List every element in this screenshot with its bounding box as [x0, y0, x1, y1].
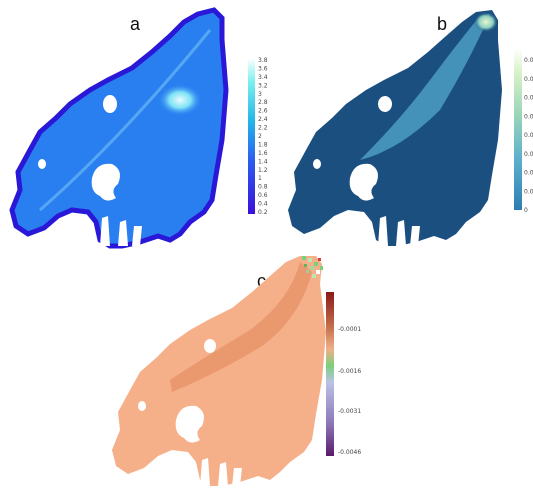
legend-a-tick-label: 2.8	[258, 99, 268, 106]
legend-b-tick-label: 0.0	[524, 188, 533, 195]
map-c-inlets	[200, 458, 242, 486]
map-b-plume	[360, 14, 490, 160]
map-a-bay	[91, 163, 120, 201]
legend-b-tick-label: 0.0	[524, 170, 533, 177]
legend-b-tick-label: 0.0	[524, 57, 533, 64]
legend-a-tick-label: 1.4	[258, 158, 268, 165]
legend-a-tick-label: 0.8	[258, 184, 268, 191]
map-a-hole-1	[103, 95, 117, 113]
legend-a-ticks: 3.83.6 3.43.2 32.8 2.62.4 2.221.8 1.61.4 1.21 0…	[258, 57, 268, 216]
legend-a-tick-label: 0.2	[258, 209, 268, 216]
map-b-hole-1	[378, 96, 392, 112]
map-c-hole-2	[138, 401, 146, 411]
legend-c-bar	[326, 292, 334, 456]
map-c-speckle	[302, 256, 323, 278]
map-a-streak	[39, 29, 212, 212]
legend-a-tick-label: 3.8	[258, 57, 268, 64]
panel-c-label: c	[257, 271, 266, 291]
map-b-hotspot	[474, 12, 498, 32]
map-b-bay	[349, 163, 378, 201]
legend-b-ticks: 0.0 0.0 0.0 0.0 0.0 0.0 0.0 0.0 0	[524, 57, 533, 214]
legend-a-tick-label: 3.4	[258, 74, 268, 81]
legend-c-tick-label: -0.0016	[338, 368, 361, 375]
legend-a-tick-label: 2.2	[258, 125, 268, 132]
legend-c-ticks: -0.0001 -0.0016 -0.0031 -0.0046	[338, 326, 361, 456]
legend-a-tick-label: 3	[258, 91, 262, 98]
legend-b-tick-label: 0.0	[524, 113, 533, 120]
legend-a-tick-label: 0.4	[258, 201, 268, 208]
legend-a-tick-label: 1	[258, 175, 262, 182]
map-a-hole-2	[38, 159, 46, 169]
map-c-bay	[175, 405, 204, 443]
map-a-hotspot	[158, 84, 202, 116]
legend-a: 3.83.6 3.43.2 32.8 2.62.4 2.221.8 1.61.4 1.21 0…	[248, 57, 268, 216]
map-b	[288, 10, 502, 246]
panel-b-label: b	[437, 14, 448, 34]
legend-b-bar	[514, 48, 522, 210]
legend-b-tick-label: 0.0	[524, 132, 533, 139]
legend-a-tick-label: 2	[258, 133, 262, 140]
legend-c-tick-label: -0.0001	[338, 326, 361, 333]
map-c-dark-band	[170, 262, 312, 392]
legend-b-tick-label: 0	[524, 207, 528, 214]
legend-b-tick-label: 0.0	[524, 95, 533, 102]
legend-a-tick-label: 2.6	[258, 108, 268, 115]
map-b-hole-2	[313, 159, 321, 169]
legend-a-tick-label: 3.6	[258, 65, 268, 72]
legend-a-tick-label: 1.8	[258, 141, 268, 148]
panel-a-label: a	[130, 14, 141, 34]
legend-c: -0.0001 -0.0016 -0.0031 -0.0046	[326, 292, 361, 456]
map-c-hole-1	[204, 339, 216, 353]
legend-a-tick-label: 1.2	[258, 167, 268, 174]
legend-a-tick-label: 3.2	[258, 82, 268, 89]
map-a-region	[9, 7, 229, 249]
map-a-inlets	[100, 216, 142, 246]
legend-a-tick-label: 0.6	[258, 192, 268, 199]
legend-c-tick-label: -0.0031	[338, 408, 361, 415]
legend-b: 0.0 0.0 0.0 0.0 0.0 0.0 0.0 0.0 0	[514, 48, 533, 214]
legend-a-bar	[248, 58, 255, 214]
legend-a-tick-label: 1.6	[258, 150, 268, 157]
map-c	[112, 256, 326, 486]
map-b-inlets	[378, 216, 420, 246]
legend-c-tick-label: -0.0046	[338, 449, 361, 456]
legend-a-tick-label: 2.4	[258, 116, 268, 123]
legend-b-tick-label: 0.0	[524, 151, 533, 158]
map-a	[9, 7, 229, 249]
legend-b-tick-label: 0.0	[524, 76, 533, 83]
